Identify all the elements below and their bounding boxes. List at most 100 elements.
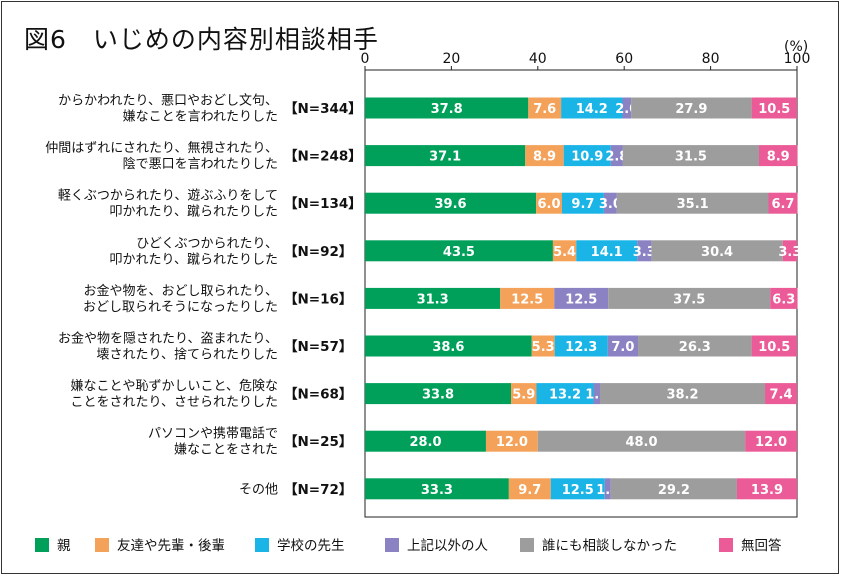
data-label: 12.5 <box>562 483 594 498</box>
data-label: 31.3 <box>417 292 449 307</box>
data-label: 13.2 <box>549 388 581 403</box>
data-label: 33.3 <box>421 483 453 498</box>
bar-segment <box>622 145 759 167</box>
category-label: 嫌なことや恥ずかしいこと、危険な <box>71 379 278 394</box>
bar-segment <box>511 383 537 405</box>
bar-segment <box>607 335 639 357</box>
x-tick-label: 80 <box>702 51 720 67</box>
sample-size-label: 【N=57】 <box>284 339 352 355</box>
legend-swatch <box>385 538 399 552</box>
bar-segment <box>782 240 797 262</box>
data-label: 3.3 <box>633 245 656 260</box>
data-label: 6.3 <box>772 292 795 307</box>
bar-segment <box>550 478 605 500</box>
bar-segment <box>552 240 577 262</box>
bar-segment <box>561 192 604 214</box>
data-label: 33.8 <box>422 388 454 403</box>
bar-segment <box>365 240 553 262</box>
bar-segment <box>604 478 611 500</box>
bar-segment <box>365 287 501 309</box>
x-tick-label: 20 <box>442 51 460 67</box>
bar-segment <box>603 192 617 214</box>
data-label: 8.9 <box>533 150 556 165</box>
unit-label: (%) <box>784 39 809 55</box>
category-label: 嫌なことを言われたりした <box>123 110 278 125</box>
bar-segment <box>554 335 608 357</box>
data-label: 3.3 <box>778 245 801 260</box>
bar-segment <box>365 478 509 500</box>
bar-segment <box>637 240 652 262</box>
bar-segment <box>768 192 798 214</box>
bar-segment <box>554 287 609 309</box>
bar-segment <box>365 192 537 214</box>
data-label: 38.2 <box>666 388 698 403</box>
bar-segment <box>631 97 752 119</box>
data-label: 12.0 <box>755 435 787 450</box>
data-label: 10.9 <box>571 150 603 165</box>
bar-segment <box>563 145 611 167</box>
data-label: 5.9 <box>512 388 535 403</box>
bar-segment <box>365 97 529 119</box>
legend-label: 親 <box>57 538 71 554</box>
data-label: 12.0 <box>496 435 528 450</box>
data-label: 39.6 <box>434 197 466 212</box>
data-label: 5.3 <box>532 340 555 355</box>
legend-label: 無回答 <box>741 537 782 554</box>
bar-segment <box>751 335 797 357</box>
category-label: 叩かれたり、蹴られたりした <box>110 252 278 267</box>
bar-segment <box>576 240 638 262</box>
chart-title: 図6 いじめの内容別相談相手 <box>24 25 379 54</box>
data-label: 7.0 <box>611 340 634 355</box>
sample-size-label: 【N=25】 <box>284 434 352 450</box>
bar-segment <box>758 145 798 167</box>
sample-size-label: 【N=92】 <box>284 244 352 260</box>
data-label: 7.4 <box>770 388 793 403</box>
bar-segment <box>608 287 771 309</box>
bar-segment <box>610 478 737 500</box>
data-label: 48.0 <box>625 435 657 450</box>
bar-segment <box>561 97 623 119</box>
data-label: 13.9 <box>751 483 783 498</box>
bar-segment <box>536 192 562 214</box>
data-label: 9.7 <box>518 483 541 498</box>
data-label: 38.6 <box>432 340 464 355</box>
bar-segment <box>736 478 797 500</box>
data-label: 30.4 <box>701 245 733 260</box>
bar-segment <box>365 145 526 167</box>
data-label: 37.8 <box>431 102 463 117</box>
bar-segment <box>508 478 551 500</box>
bar-segment <box>531 335 555 357</box>
data-label: 3.0 <box>599 197 622 212</box>
data-label: 27.9 <box>675 102 707 117</box>
category-label: 軽くぶつかられたり、遊ぶふりをして <box>58 189 278 204</box>
bar-segment <box>525 145 564 167</box>
data-label: 12.5 <box>565 292 597 307</box>
data-label: 37.5 <box>673 292 705 307</box>
category-label: 仲間はずれにされたり、無視されたり、 <box>45 141 278 156</box>
bar-segment <box>765 383 797 405</box>
category-label: ことをされたり、させられたりした <box>71 395 278 410</box>
data-label: 12.5 <box>511 292 543 307</box>
sample-size-label: 【N=248】 <box>284 149 362 165</box>
category-label: ひどくぶつかられたり、 <box>136 236 278 251</box>
bar-segment <box>610 145 623 167</box>
category-label: お金や物を、おどし取られたり、 <box>84 283 278 299</box>
data-label: 6.0 <box>538 197 561 212</box>
data-label: 14.2 <box>576 102 608 117</box>
category-label: お金や物を隠されたり、盗まれたり、 <box>58 331 278 347</box>
category-label: その他 <box>239 482 278 497</box>
legend-label: 友達や先輩・後輩 <box>117 538 225 554</box>
legend-label: 学校の先生 <box>277 537 345 554</box>
data-label: 31.5 <box>675 150 707 165</box>
legend-label: 誰にも相談しなかった <box>542 538 677 554</box>
bar-segment <box>537 430 746 452</box>
data-label: 35.1 <box>677 197 709 212</box>
data-label: 5.4 <box>553 245 576 260</box>
data-label: 28.0 <box>409 435 441 450</box>
category-label: おどし取られそうになったりした <box>83 300 278 315</box>
bar-segment <box>365 383 512 405</box>
sample-size-label: 【N=134】 <box>284 196 362 212</box>
data-label: 37.1 <box>429 150 461 165</box>
category-label: 嫌なことをされた <box>174 443 278 458</box>
bar-segment <box>536 383 594 405</box>
